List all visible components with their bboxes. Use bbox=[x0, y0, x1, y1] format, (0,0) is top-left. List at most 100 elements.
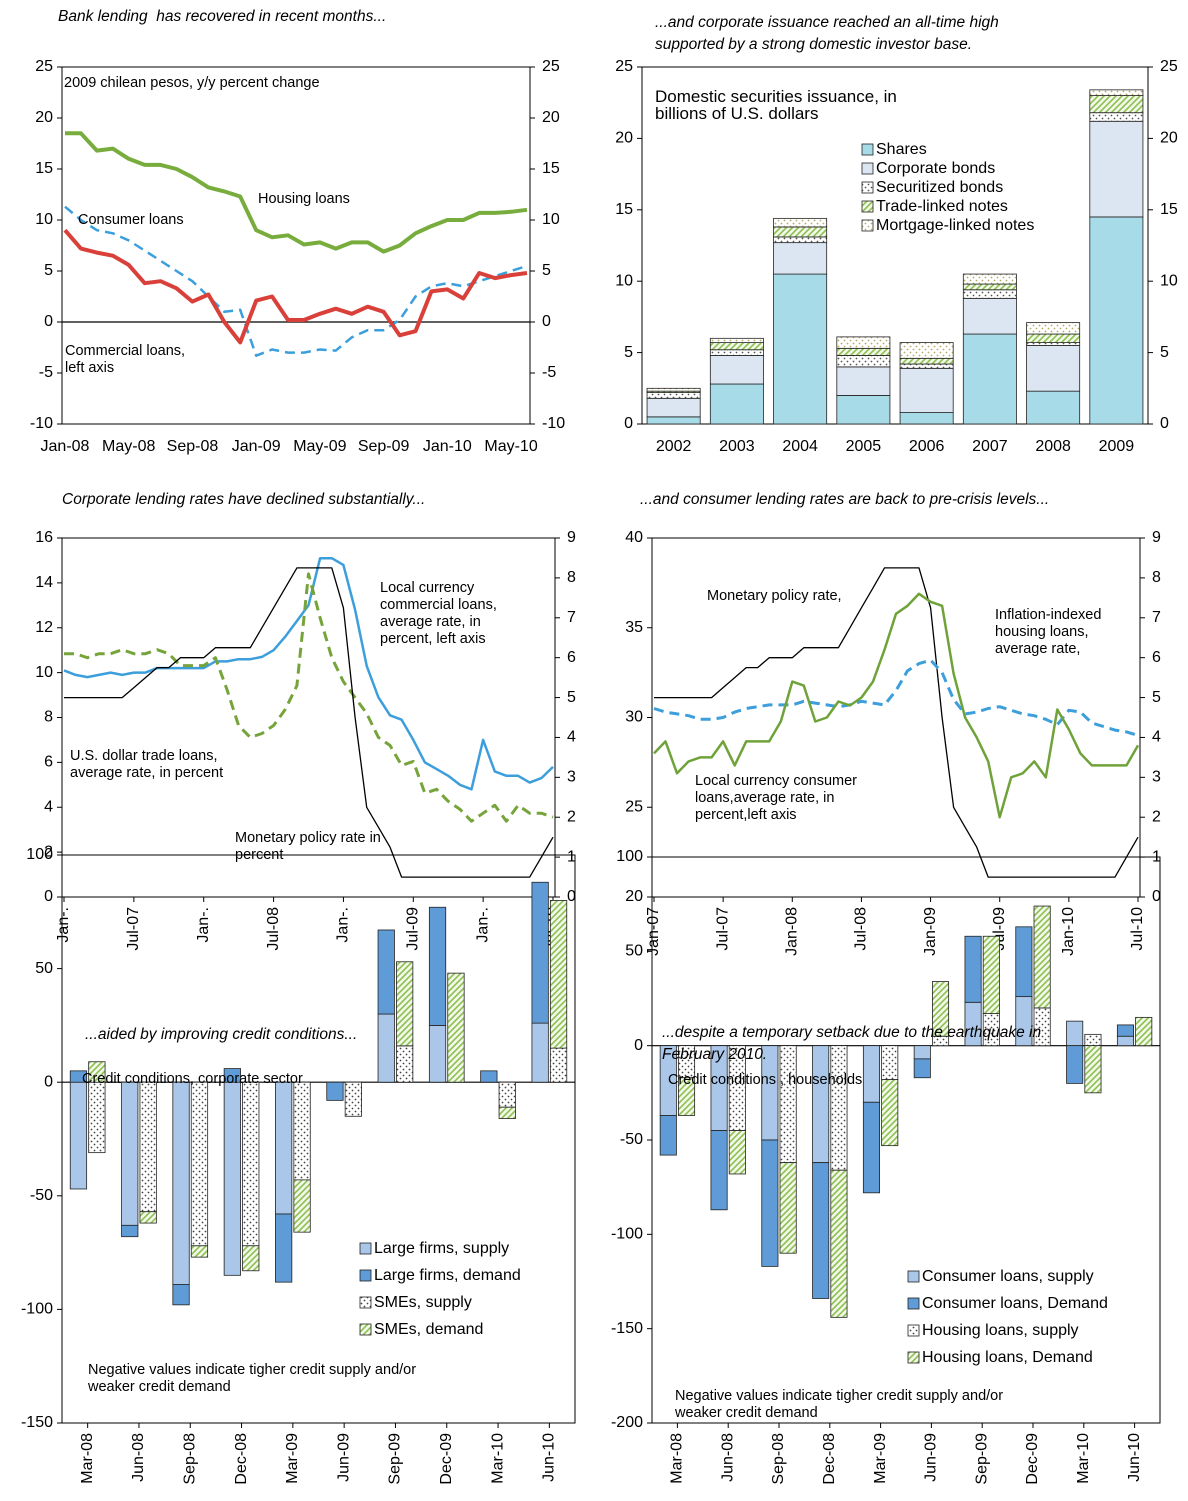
bar-segment bbox=[326, 1081, 344, 1101]
x-tick-label: Dec-09 bbox=[1024, 1433, 1041, 1485]
x-tick-label: 2006 bbox=[909, 438, 945, 455]
y2-tick-label: 6 bbox=[567, 649, 576, 666]
y-tick-label: -50 bbox=[620, 1131, 643, 1148]
bar-segment bbox=[836, 395, 891, 425]
x-tick-label: Sep-08 bbox=[770, 1433, 787, 1485]
x-tick-label: May-09 bbox=[293, 438, 346, 455]
bar-segment bbox=[1026, 322, 1081, 335]
x-tick-label: Jun-09 bbox=[923, 1433, 940, 1482]
legend-swatch bbox=[359, 1242, 372, 1255]
x-tick-label: 2004 bbox=[782, 438, 818, 455]
y-tick-label: 30 bbox=[625, 709, 643, 726]
chart-title: ...aided by improving credit conditions.… bbox=[85, 1026, 358, 1043]
bar-segment bbox=[531, 881, 549, 1024]
x-tick-label: 2003 bbox=[719, 438, 755, 455]
y2-tick-label: 2 bbox=[567, 808, 576, 825]
x-tick-label: May-10 bbox=[484, 438, 537, 455]
bar-segment bbox=[69, 1081, 88, 1190]
legend-label: SMEs, demand bbox=[374, 1321, 483, 1338]
bar-segment bbox=[88, 1081, 106, 1154]
bar-segment bbox=[242, 1245, 260, 1272]
annotation: Domestic securities issuance, in billion… bbox=[655, 87, 902, 123]
legend-swatch bbox=[861, 181, 874, 194]
y-tick-label: 0 bbox=[44, 1073, 53, 1090]
x-tick-label: Jul-07 bbox=[714, 907, 731, 951]
y-tick-label: 20 bbox=[625, 888, 643, 905]
bar-segment bbox=[1116, 1035, 1134, 1047]
legend-swatch bbox=[861, 219, 874, 232]
annotation: Credit conditions , households bbox=[668, 1072, 863, 1088]
y-tick-label: 10 bbox=[35, 664, 53, 681]
x-tick-label: Mar-10 bbox=[489, 1433, 506, 1484]
y-tick-label: 100 bbox=[616, 848, 643, 865]
y-tick-label: 16 bbox=[35, 529, 53, 546]
x-tick-label: Jan-10 bbox=[423, 438, 472, 455]
y2-tick-label: 25 bbox=[542, 58, 560, 75]
line-series bbox=[65, 131, 528, 254]
series-label: Monetary policy rate in percent bbox=[235, 830, 385, 863]
bar-segment bbox=[549, 1047, 568, 1083]
x-tick-label: Sep-09 bbox=[973, 1433, 990, 1485]
legend-swatch bbox=[359, 1296, 372, 1309]
bar-segment bbox=[773, 226, 828, 238]
legend-label: Large firms, demand bbox=[374, 1267, 521, 1284]
bar-segment bbox=[275, 1081, 293, 1215]
x-tick-label: Jan-. bbox=[335, 907, 352, 943]
y-tick-label: -200 bbox=[611, 1414, 643, 1431]
bar-segment bbox=[498, 1106, 516, 1119]
bar-segment bbox=[773, 242, 828, 275]
bar-segment bbox=[1135, 1016, 1153, 1047]
y-tick-label: 0 bbox=[44, 888, 53, 905]
legend-swatch bbox=[359, 1269, 372, 1282]
y-tick-label: -10 bbox=[30, 415, 53, 432]
bar-segment bbox=[190, 1245, 209, 1258]
y2-tick-label: 10 bbox=[542, 211, 560, 228]
bar-segment bbox=[962, 283, 1017, 291]
bar-segment bbox=[1066, 1045, 1084, 1084]
bar-segment bbox=[709, 337, 764, 344]
bar-segment bbox=[962, 289, 1017, 299]
bar-segment bbox=[1089, 89, 1144, 96]
bar-segment bbox=[1089, 216, 1144, 425]
series-label: Local currency commercial loans, average… bbox=[380, 580, 501, 647]
y-tick-label: -5 bbox=[39, 364, 53, 381]
line-series bbox=[63, 228, 528, 345]
chart-title: Corporate lending rates have declined su… bbox=[62, 491, 426, 508]
series-label: Local currency consumer loans,average ra… bbox=[695, 773, 862, 823]
y-tick-label: 10 bbox=[615, 272, 633, 289]
x-tick-label: Jun-10 bbox=[1126, 1433, 1143, 1482]
x-tick-label: Jan-08 bbox=[41, 438, 90, 455]
series-label: U.S. dollar trade loans, average rate, i… bbox=[70, 748, 224, 781]
legend-label: Shares bbox=[876, 141, 927, 158]
bar-segment bbox=[480, 1070, 498, 1083]
bar-segment bbox=[1089, 120, 1144, 218]
x-tick-label: Mar-08 bbox=[79, 1433, 96, 1484]
legend-label: Mortgage-linked notes bbox=[876, 217, 1034, 234]
bar-segment bbox=[913, 1058, 931, 1079]
bar-segment bbox=[242, 1081, 260, 1247]
y-tick-label: -50 bbox=[30, 1187, 53, 1204]
bar-segment bbox=[982, 935, 1000, 1014]
bar-segment bbox=[659, 1115, 677, 1156]
annotation: 2009 chilean pesos, y/y percent change bbox=[64, 75, 320, 91]
y-tick-label: 15 bbox=[35, 160, 53, 177]
x-tick-label: Jun-08 bbox=[719, 1433, 736, 1482]
bar-segment bbox=[1026, 333, 1081, 344]
x-tick-label: Jan-08 bbox=[784, 907, 801, 956]
x-tick-label: Jul-10 bbox=[1129, 907, 1146, 951]
legend-swatch bbox=[359, 1323, 372, 1336]
y-tick-label: 4 bbox=[44, 798, 53, 815]
x-tick-label: Sep-08 bbox=[167, 438, 219, 455]
bar-segment bbox=[1026, 345, 1081, 392]
x-tick-label: 2008 bbox=[1035, 438, 1071, 455]
x-tick-label: Sep-09 bbox=[387, 1433, 404, 1485]
bar-segment bbox=[709, 383, 764, 425]
y-tick-label: 25 bbox=[615, 58, 633, 75]
y-tick-label: 25 bbox=[35, 58, 53, 75]
line-series bbox=[654, 567, 1139, 878]
y2-tick-label: 25 bbox=[1160, 58, 1178, 75]
chart-title: ...despite a temporary setback due to th… bbox=[662, 1024, 1046, 1063]
legend-label: Consumer loans, supply bbox=[922, 1268, 1094, 1285]
legend-label: Housing loans, Demand bbox=[922, 1349, 1093, 1366]
line-series bbox=[64, 572, 554, 823]
